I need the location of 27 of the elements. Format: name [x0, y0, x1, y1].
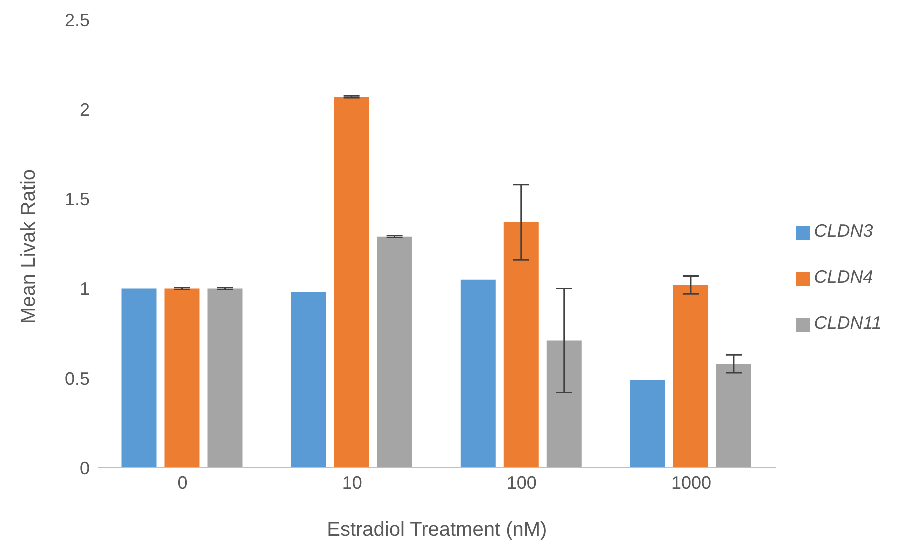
bar	[460, 280, 496, 468]
bar	[334, 97, 370, 468]
x-tick-label: 0	[178, 472, 188, 493]
bar	[504, 222, 539, 468]
y-tick-label: 2.5	[64, 10, 90, 30]
x-tick-label: 1000	[671, 472, 712, 493]
y-tick-label: 1	[80, 279, 90, 300]
x-axis-title: Estradiol Treatment (nM)	[327, 519, 548, 541]
bar	[673, 285, 708, 468]
x-tick-label: 100	[506, 472, 537, 493]
x-tick-label: 10	[342, 472, 362, 493]
y-tick-label: 0.5	[64, 368, 90, 389]
y-tick-label: 1.5	[64, 190, 90, 210]
bar	[164, 288, 200, 468]
y-axis-title: Mean Livak Ratio	[18, 169, 40, 324]
y-tick-label: 2	[80, 100, 90, 120]
legend-label: CLDN3	[814, 221, 874, 241]
y-tick-label: 0	[80, 458, 90, 478]
bar	[291, 292, 326, 468]
bar	[122, 288, 157, 468]
bar	[630, 380, 666, 468]
bar	[716, 364, 752, 468]
legend-label: CLDN4	[814, 267, 874, 287]
bar	[546, 340, 582, 468]
legend-label: CLDN11	[814, 313, 882, 333]
bar	[208, 288, 243, 468]
bar	[377, 236, 412, 468]
